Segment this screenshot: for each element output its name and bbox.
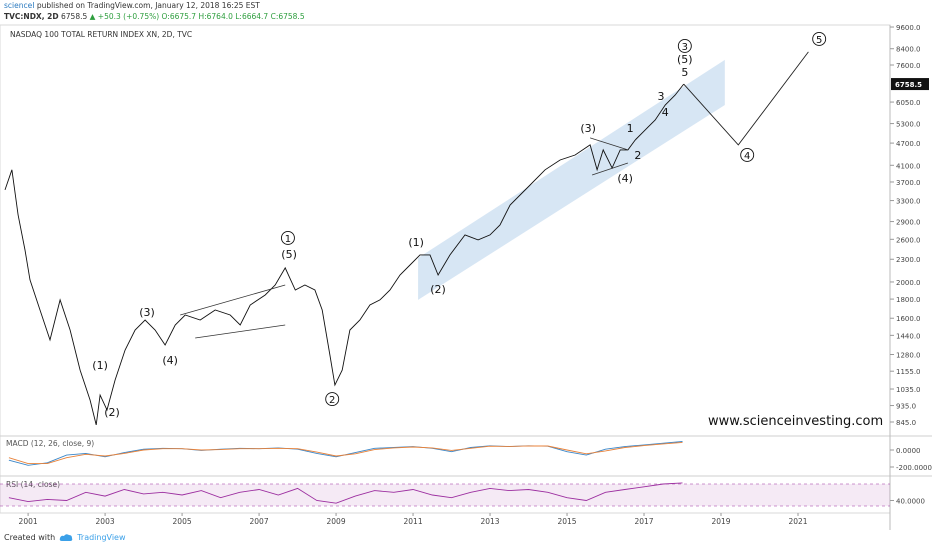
x-tick-label: 2003 — [96, 517, 115, 526]
y-tick-label: 1800.0 — [896, 296, 921, 304]
y-tick-label: 1440.0 — [896, 332, 921, 340]
trendline — [589, 137, 629, 151]
header: scienceI published on TradingView.com, J… — [4, 0, 305, 22]
y-tick-label: 40.0000 — [896, 497, 925, 505]
y-tick-label: 8400.0 — [896, 46, 921, 54]
x-tick-label: 2011 — [404, 517, 423, 526]
x-tick-label: 2009 — [327, 517, 346, 526]
wave-label: 5 — [681, 66, 688, 79]
y-tick-label: -200.0000 — [896, 464, 932, 472]
wave-label: 4 — [662, 106, 669, 119]
y-tick-label: 1600.0 — [896, 315, 921, 323]
y-tick-label: 0.0000 — [896, 447, 921, 455]
last-price-tag — [891, 78, 929, 91]
y-tick-label: 2300.0 — [896, 256, 921, 264]
wave-label: 5 — [816, 35, 822, 46]
wave-label: (3) — [139, 306, 155, 319]
wave-label: 3 — [657, 90, 664, 103]
ohlc: O:6675.7 H:6764.0 L:6664.7 C:6758.5 — [161, 12, 305, 21]
y-tick-label: 1035.0 — [896, 386, 921, 394]
y-tick-label: 935.0 — [896, 403, 916, 411]
wave-label: 2 — [329, 395, 335, 406]
publish-line: scienceI published on TradingView.com, J… — [4, 0, 305, 11]
wave-label: (4) — [617, 172, 633, 185]
pane-title: NASDAQ 100 TOTAL RETURN INDEX XN, 2D, TV… — [10, 30, 192, 39]
created-with: Created with — [4, 533, 56, 542]
y-tick-label: 2900.0 — [896, 219, 921, 227]
wave-label: 4 — [744, 151, 750, 162]
y-tick-label: 2000.0 — [896, 279, 921, 287]
author[interactable]: scienceI — [4, 1, 35, 10]
wave-label: 1 — [285, 234, 291, 245]
rsi-band — [0, 484, 890, 506]
wave-label: 1 — [627, 122, 634, 135]
wave-circle — [677, 38, 692, 53]
wave-label: 2 — [634, 149, 641, 162]
macd-title: MACD (12, 26, close, 9) — [6, 439, 94, 448]
y-tick-label: 4700.0 — [896, 140, 921, 148]
wave-label: (3) — [580, 122, 596, 135]
x-tick-label: 2007 — [250, 517, 269, 526]
x-tick-label: 2019 — [711, 517, 730, 526]
brand[interactable]: TradingView — [77, 533, 126, 542]
watermark: www.scienceinvesting.com — [708, 414, 883, 429]
trendline — [180, 284, 286, 316]
y-tick-label: 7600.0 — [896, 62, 921, 70]
last-price-label: 6758.5 — [895, 81, 922, 89]
trendline — [591, 162, 629, 176]
wave-label: (2) — [430, 283, 446, 296]
y-tick-label: 1155.0 — [896, 368, 921, 376]
rsi-title: RSI (14, close) — [6, 480, 60, 489]
wave-label: (1) — [92, 359, 108, 372]
trend-channel — [418, 59, 725, 300]
y-tick-label: 5300.0 — [896, 121, 921, 129]
trendline — [195, 324, 286, 339]
indicator-line — [8, 441, 683, 465]
quote-line: TVC:NDX, 2D 6758.5 ▲ +50.3 (+0.75%) O:66… — [4, 11, 305, 22]
chart: NASDAQ 100 TOTAL RETURN INDEX XN, 2D, TV… — [0, 24, 932, 530]
indicator-line — [8, 482, 683, 504]
symbol: TVC:NDX, 2D — [4, 12, 59, 21]
logo — [59, 534, 73, 541]
x-tick-label: 2015 — [557, 517, 576, 526]
x-tick-label: 2013 — [480, 517, 499, 526]
y-tick-label: 9600.0 — [896, 24, 921, 32]
wave-label: (5) — [281, 248, 297, 261]
x-tick-label: 2005 — [173, 517, 192, 526]
wave-label: (2) — [104, 406, 120, 419]
published: published on TradingView.com, January 12… — [36, 1, 260, 10]
wave-circle — [812, 32, 827, 46]
footer: Created with TradingView — [4, 533, 126, 542]
wave-circle — [325, 392, 340, 407]
y-tick-label: 1280.0 — [896, 351, 921, 359]
price: 6758.5 — [61, 12, 88, 21]
projection-line — [683, 51, 809, 146]
x-tick-label: 2021 — [788, 517, 807, 526]
y-tick-label: 3300.0 — [896, 198, 921, 206]
y-tick-label: 2600.0 — [896, 236, 921, 244]
x-tick-label: 2017 — [634, 517, 653, 526]
wave-circle — [740, 148, 755, 162]
y-tick-label: 4100.0 — [896, 162, 921, 170]
wave-label: 3 — [682, 42, 688, 53]
change: ▲ +50.3 (+0.75%) — [89, 12, 160, 21]
price-line — [4, 83, 685, 426]
wave-circle — [280, 231, 295, 245]
y-tick-label: 6050.0 — [896, 99, 921, 107]
wave-label: (5) — [677, 53, 693, 66]
x-tick-label: 2001 — [19, 517, 38, 526]
wave-label: (4) — [162, 354, 178, 367]
y-tick-label: 845.0 — [896, 419, 916, 427]
y-tick-label: 3700.0 — [896, 179, 921, 187]
wave-label: (1) — [408, 236, 424, 249]
